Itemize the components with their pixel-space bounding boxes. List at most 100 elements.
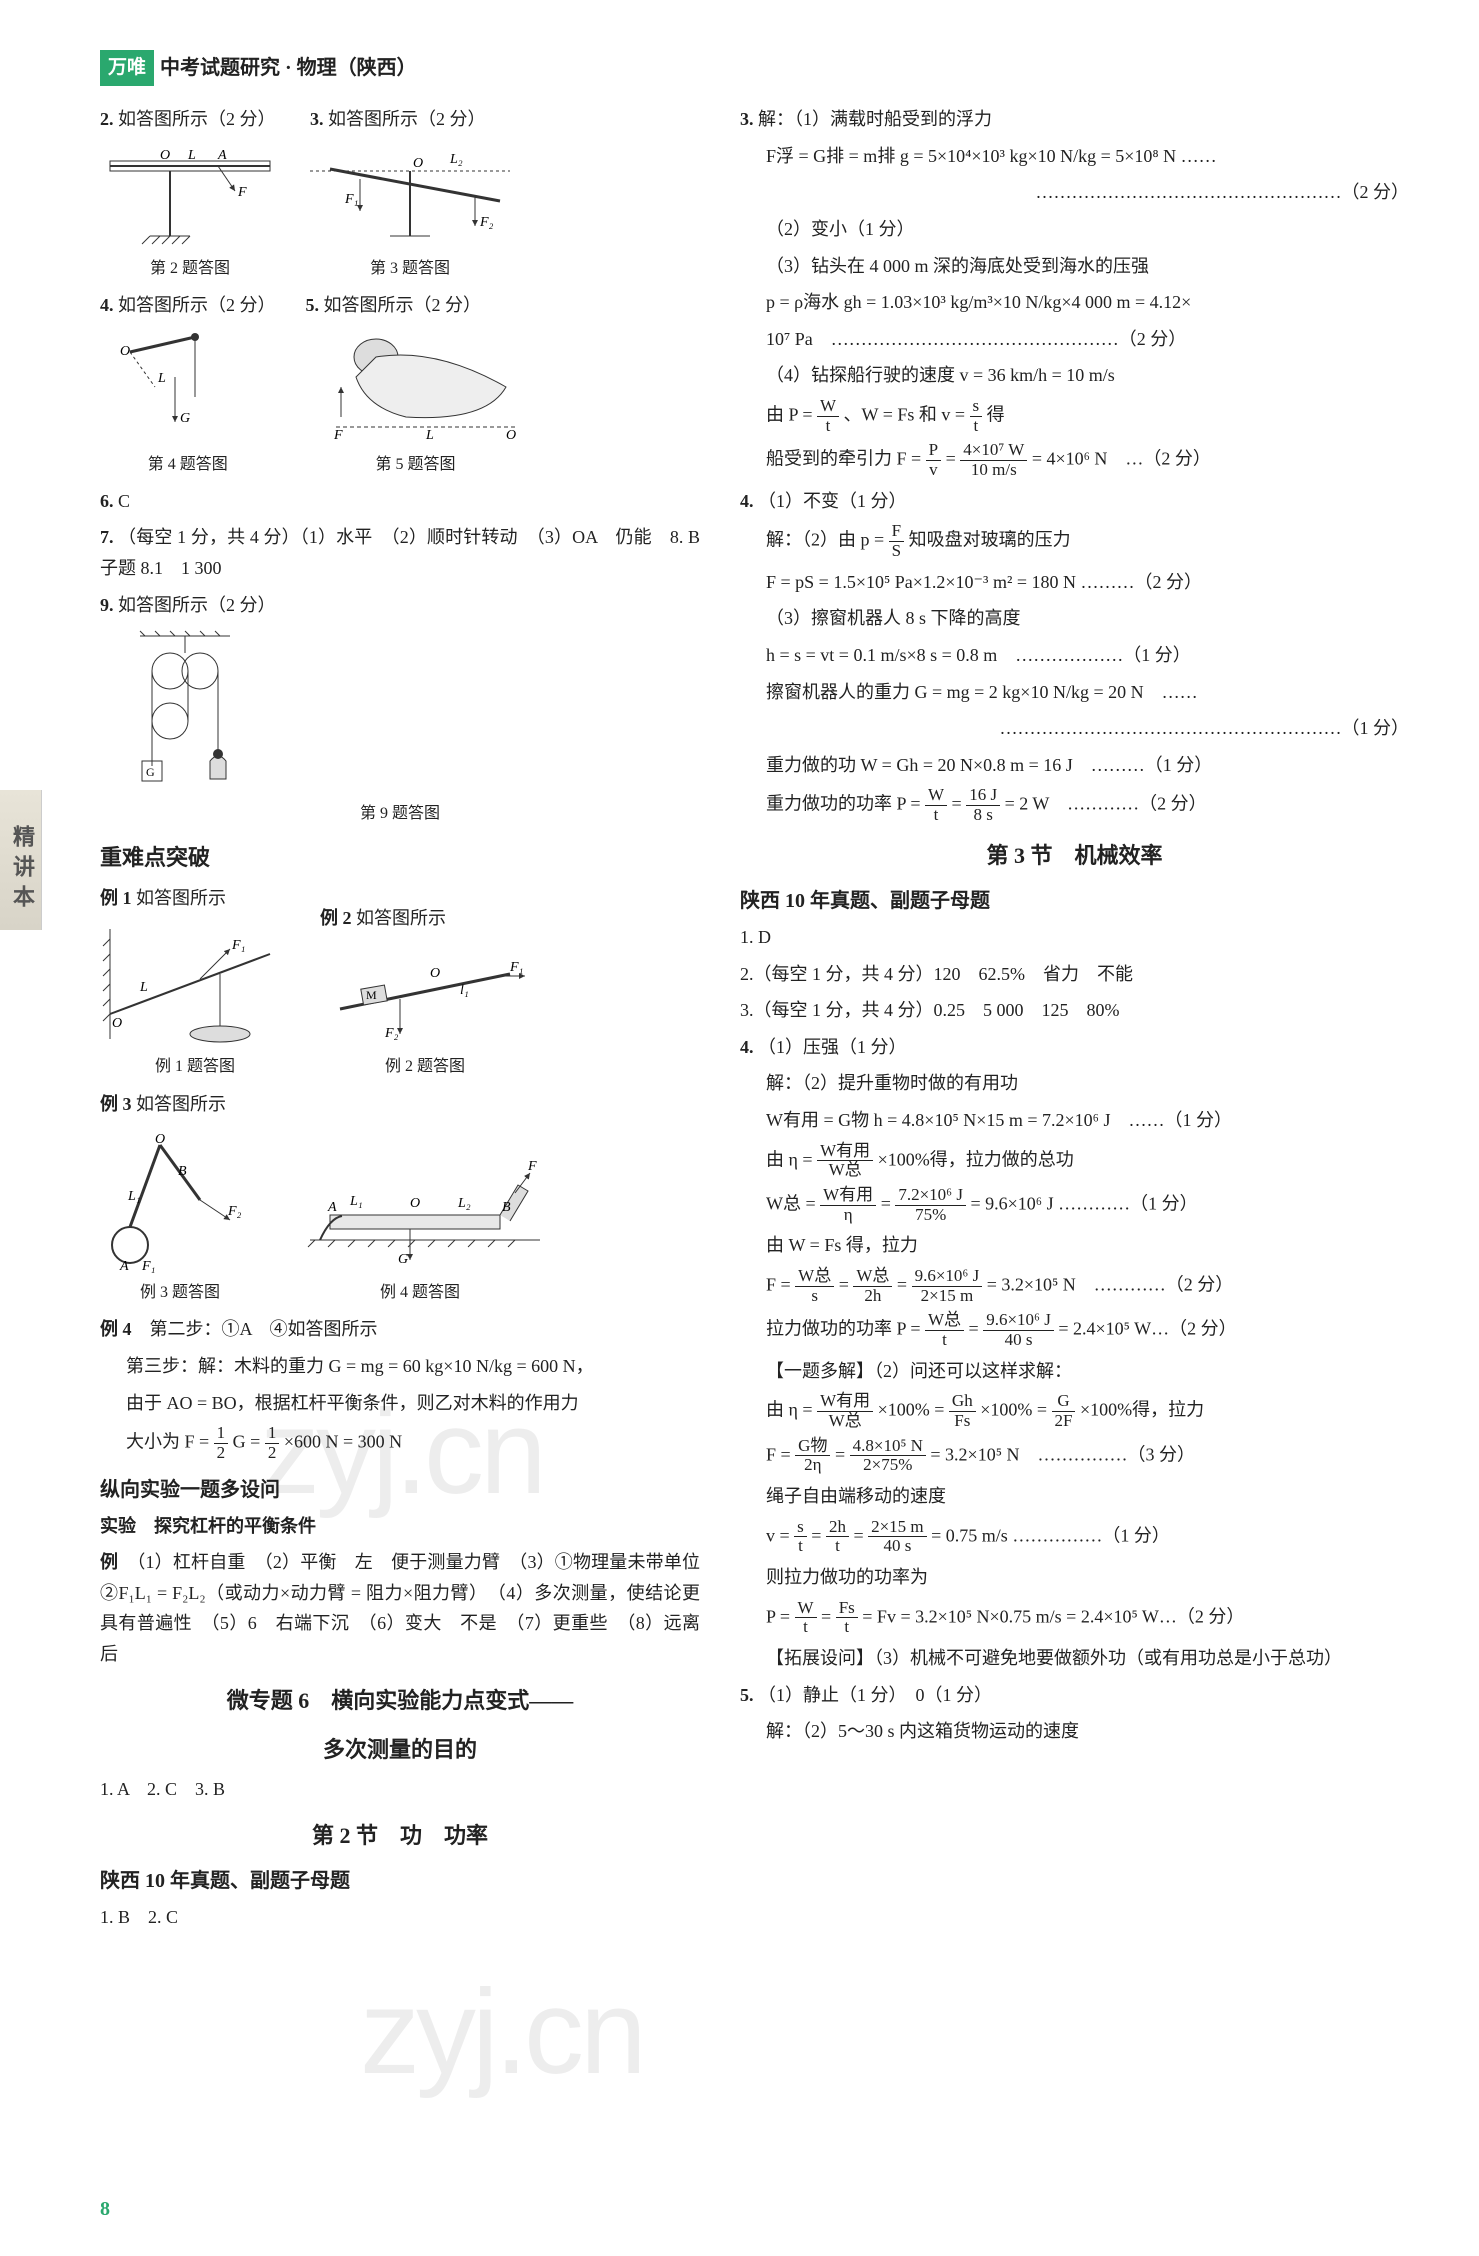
side-tab: 精讲本 [0, 790, 42, 930]
f: 75% [895, 1206, 966, 1225]
f: 10 m/s [960, 461, 1027, 480]
r-q4b-l9: 由 η = W有用W总 ×100% = GhFs ×100% = G2F ×10… [740, 1392, 1409, 1430]
ans-left-bottom: 1. B 2. C [100, 1902, 700, 1933]
r-q4-l7a: 重力做功的功率 P = [766, 794, 921, 814]
f: 2×75% [850, 1456, 926, 1475]
micro6-title2: 多次测量的目的 [100, 1731, 700, 1768]
r-q3-l7b: = [946, 449, 956, 469]
f: 9.6×10⁶ J [983, 1311, 1054, 1331]
svg-text:L₁: L₁ [127, 1189, 141, 1204]
r-q4-l5p: …………………………………………………（1 分） [740, 713, 1409, 744]
f: 4.8×10⁵ N [850, 1437, 926, 1457]
f: v [926, 461, 941, 480]
r-q4-l4: h = s = vt = 0.1 m/s×8 s = 0.8 m ………………（… [740, 640, 1409, 671]
exp-body: 例 （1）杠杆自重 （2）平衡 左 便于测量力臂 （3）①物理量未带单位 ②F₁… [100, 1547, 700, 1669]
f: 2η [795, 1456, 830, 1475]
diagram-q2: O L A F [100, 141, 280, 251]
row-q4-q5: 4. 如答图所示（2 分） O L G 第 [100, 290, 700, 478]
svg-text:F₂: F₂ [227, 1204, 242, 1219]
sx10-left: 陕西 10 年真题、副题子母题 [100, 1864, 700, 1898]
ex1-label: 例 1 [100, 888, 132, 908]
t: = [969, 1319, 979, 1339]
t: = [853, 1525, 863, 1545]
r-q4b-l4: W总 = W有用η = 7.2×10⁶ J75% = 9.6×10⁶ J ………… [740, 1186, 1409, 1224]
f: F [889, 522, 904, 542]
r-q4b-l5: 由 W = Fs 得，拉力 [740, 1230, 1409, 1261]
r-q4-label: 4. [740, 491, 754, 511]
svg-text:F₂: F₂ [384, 1026, 399, 1041]
diagram-ex4: A L₁ O L₂ B F G [290, 1145, 550, 1275]
r-q4b-label: 4. [740, 1037, 754, 1057]
svg-text:G: G [146, 765, 155, 779]
svg-text:F₁: F₁ [509, 960, 523, 975]
section-2-title: 第 2 节 功 功率 [100, 1817, 700, 1854]
t: W总 = [766, 1193, 816, 1213]
q2-label: 2. [100, 109, 114, 129]
q9-label: 9. [100, 595, 114, 615]
q5-text: 如答图所示（2 分） [324, 295, 482, 315]
ex4-l4b: G = [233, 1431, 261, 1451]
ex4-fr1d: 2 [214, 1444, 229, 1463]
t: = [881, 1193, 891, 1213]
f: t [925, 806, 947, 825]
svg-text:L: L [187, 148, 196, 163]
page-number: 8 [100, 2192, 110, 2226]
diagram-ex2: M O F₁ F₂ l₁ [320, 939, 530, 1049]
f: W总 [817, 1412, 873, 1431]
f: t [826, 1537, 849, 1556]
section-zxsy: 纵向实验一题多设问 [100, 1473, 700, 1507]
f: t [970, 417, 983, 436]
f: s [795, 1287, 834, 1306]
r-q4-l7b: = [952, 794, 962, 814]
r-q3-l6c: 得 [987, 404, 1005, 424]
f: Fs [836, 1599, 858, 1619]
left-column: 2. 如答图所示（2 分） O L A [100, 104, 700, 1939]
f: W有用 [820, 1186, 876, 1206]
f: W总 [925, 1311, 964, 1331]
svg-text:M: M [366, 988, 377, 1002]
r-q4b-l2: W有用 = G物 h = 4.8×10⁵ N×15 m = 7.2×10⁶ J … [740, 1105, 1409, 1136]
f: W总 [795, 1267, 834, 1287]
r-q4-l7c: = 2 W …………（2 分） [1005, 794, 1207, 814]
row-ex3-ex4: O B L₁ F₂ A F₁ 例 3 题答图 [100, 1125, 700, 1306]
diagram-q4: O L G [100, 327, 230, 447]
r-q4b-l8: 【一题多解】（2）问还可以这样求解： [740, 1356, 1409, 1387]
ex2-block: 例 2 如答图所示 M O F₁ F₂ l₁ [320, 903, 530, 1081]
r-q3-t0: 解：（1）满载时船受到的浮力 [758, 109, 992, 129]
f: 9.6×10⁶ J [912, 1267, 983, 1287]
r-q4b-l12: v = st = 2ht = 2×15 m40 s = 0.75 m/s ………… [740, 1518, 1409, 1556]
q6: 6. C [100, 486, 700, 517]
logo: 万唯 [100, 50, 154, 86]
ex1-caption: 例 1 题答图 [100, 1053, 290, 1080]
ex4-fr1n: 1 [214, 1424, 229, 1444]
q3-block: 3. 如答图所示（2 分） F₁ F₂ O [310, 104, 510, 282]
ex4-fr2n: 1 [265, 1424, 280, 1444]
svg-text:O: O [413, 156, 423, 171]
q3-figure: F₁ F₂ O L₂ 第 3 题答图 [310, 141, 510, 282]
r-q3-l7c: = 4×10⁶ N …（2 分） [1032, 449, 1211, 469]
svg-text:O: O [506, 428, 516, 443]
f: s [794, 1518, 807, 1538]
r-q4b-l6: F = W总s = W总2h = 9.6×10⁶ J2×15 m = 3.2×1… [740, 1267, 1409, 1305]
r-q4b-l13: 则拉力做功的功率为 [740, 1562, 1409, 1593]
svg-text:L₁: L₁ [349, 1194, 363, 1209]
svg-text:A: A [119, 1259, 129, 1274]
svg-text:F₂: F₂ [479, 215, 494, 230]
q5-figure: F L O 第 5 题答图 [306, 327, 526, 478]
r-q5-l1: 解：（2）5～30 s 内这箱货物运动的速度 [740, 1716, 1409, 1747]
section-zndtp: 重难点突破 [100, 839, 700, 876]
t: = [821, 1606, 831, 1626]
f: S [889, 542, 904, 561]
r-q3-l2: （2）变小（1 分） [740, 214, 1409, 245]
r-a1: 1. D [740, 922, 1409, 953]
r-q3-l7: 船受到的牵引力 F = Pv = 4×10⁷ W10 m/s = 4×10⁶ N… [740, 441, 1409, 479]
q9-caption: 第 9 题答图 [100, 800, 700, 827]
t: = 3.2×10⁵ N ……………（3 分） [930, 1444, 1195, 1464]
r-q3-label: 3. [740, 109, 754, 129]
ex4-figure: A L₁ O L₂ B F G 例 4 题答图 [290, 1145, 550, 1306]
ex4-l4a: 大小为 F = [126, 1431, 209, 1451]
svg-text:L: L [425, 428, 434, 443]
f: t [925, 1331, 964, 1350]
f: W [817, 397, 839, 417]
r-q4b-t0: （1）压强（1 分） [758, 1037, 907, 1057]
